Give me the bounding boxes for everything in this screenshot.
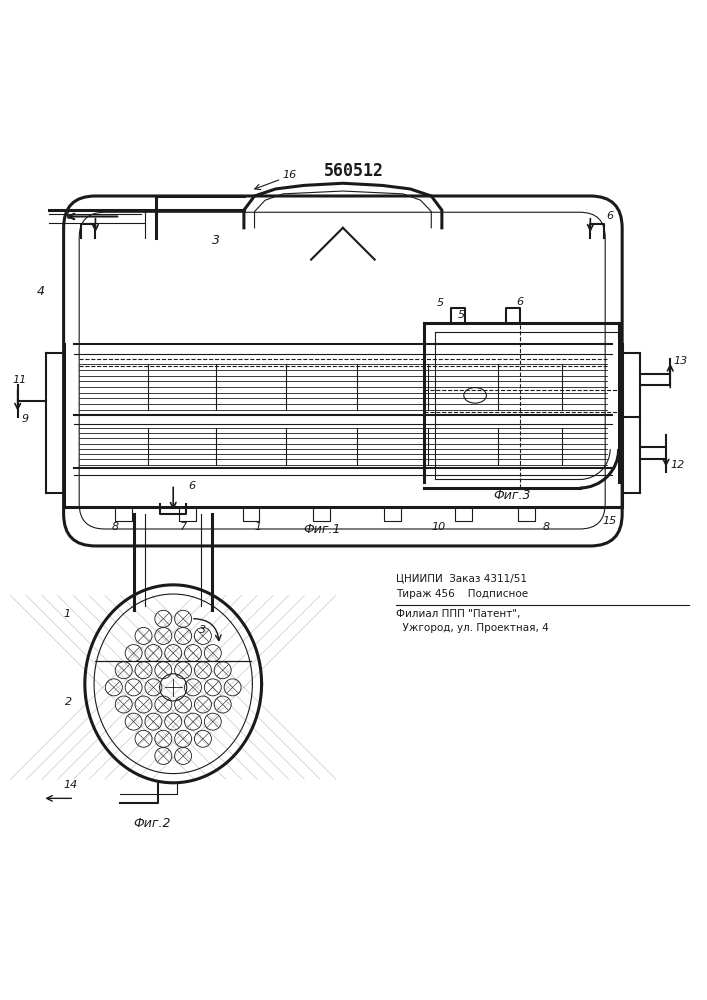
Text: 5: 5 — [437, 298, 444, 308]
Text: 6: 6 — [189, 481, 196, 491]
Text: Тираж 456    Подписное: Тираж 456 Подписное — [396, 589, 528, 599]
Text: 6: 6 — [607, 211, 614, 221]
Text: 5: 5 — [458, 310, 465, 320]
Text: Фиг.2: Фиг.2 — [133, 817, 171, 830]
Text: 13: 13 — [673, 356, 687, 366]
Text: 15: 15 — [602, 516, 617, 526]
Text: 8: 8 — [112, 522, 119, 532]
Text: 8: 8 — [543, 522, 550, 532]
Text: 1: 1 — [64, 609, 71, 619]
Text: Филиал ППП "Патент",: Филиал ППП "Патент", — [396, 609, 520, 619]
Text: 2: 2 — [65, 697, 72, 707]
Text: 6: 6 — [65, 211, 72, 221]
Text: 12: 12 — [670, 460, 684, 470]
Text: 3: 3 — [199, 625, 206, 635]
Text: 16: 16 — [283, 170, 297, 180]
Text: Ужгород, ул. Проектная, 4: Ужгород, ул. Проектная, 4 — [396, 623, 549, 633]
Text: 9: 9 — [21, 414, 28, 424]
Text: 11: 11 — [13, 375, 27, 385]
Text: 6: 6 — [516, 297, 523, 307]
Text: ЦНИИПИ  Заказ 4311/51: ЦНИИПИ Заказ 4311/51 — [396, 573, 527, 583]
Text: Фиг.1: Фиг.1 — [303, 523, 341, 536]
Text: 560512: 560512 — [324, 162, 383, 180]
Text: 7: 7 — [180, 522, 187, 532]
Text: 3: 3 — [212, 234, 220, 247]
Text: 4: 4 — [37, 285, 45, 298]
Text: 14: 14 — [64, 780, 78, 790]
Text: 1: 1 — [255, 522, 262, 532]
Text: Фиг.3: Фиг.3 — [493, 489, 532, 502]
Text: 10: 10 — [431, 522, 445, 532]
